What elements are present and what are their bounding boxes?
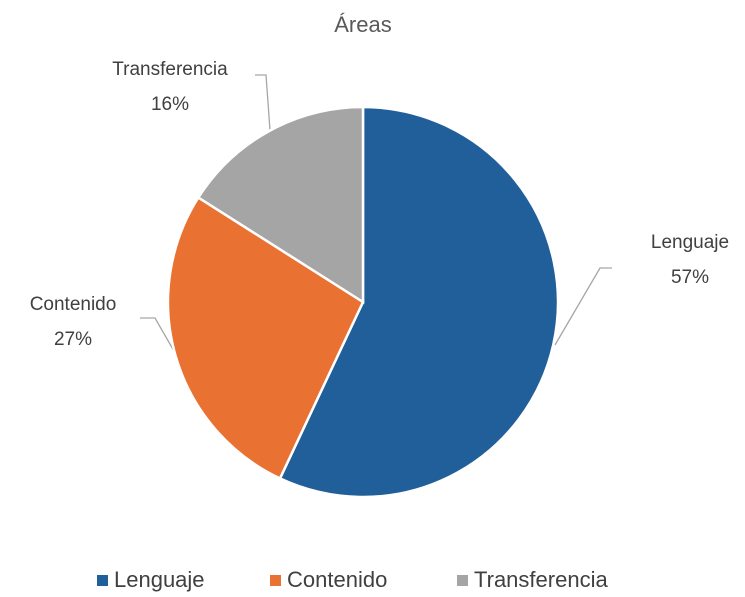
leader-line <box>554 267 612 346</box>
data-label-value: 57% <box>671 267 709 288</box>
data-label-value: 16% <box>151 94 189 115</box>
legend-swatch <box>270 575 281 586</box>
legend-label: Transferencia <box>474 567 608 592</box>
leader-line <box>140 317 179 359</box>
legend-label: Contenido <box>287 567 387 592</box>
data-label-name: Contenido <box>30 294 117 315</box>
legend-swatch <box>97 575 108 586</box>
leader-line <box>255 74 271 131</box>
pie-slice <box>278 105 560 499</box>
data-label-name: Lenguaje <box>651 232 729 253</box>
pie-slice <box>196 105 365 305</box>
legend-label: Lenguaje <box>114 567 205 592</box>
data-label-name: Transferencia <box>112 59 228 80</box>
data-label-value: 27% <box>54 329 92 350</box>
legend-swatch <box>457 575 468 586</box>
chart-title: Áreas <box>334 12 391 37</box>
pie-slice <box>166 195 365 481</box>
